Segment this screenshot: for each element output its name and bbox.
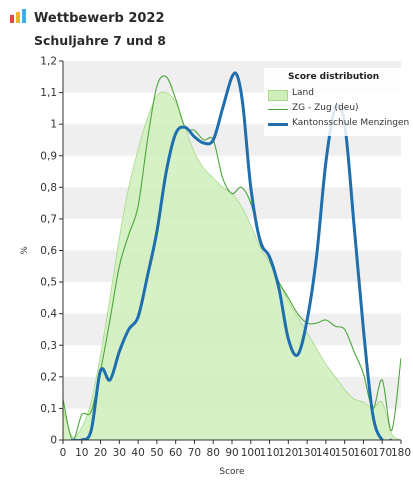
x-tick-label: 90 (225, 447, 238, 459)
legend-item-zug[interactable]: ZG - Zug (deu) (264, 103, 410, 117)
y-tick-label: 0,8 (40, 182, 57, 194)
y-tick-label: 1,2 (40, 56, 57, 68)
chart-legend: Score distribution Land ZG - Zug (deu) K… (264, 68, 410, 136)
y-tick-label: 0,3 (40, 340, 57, 352)
logo-bar (10, 15, 14, 23)
y-tick-label: 0,5 (40, 277, 57, 289)
chart-title: Wettbewerb 2022 (34, 11, 165, 26)
y-tick-label: 0,1 (40, 403, 57, 415)
x-tick-label: 150 (335, 447, 355, 459)
legend-title: Score distribution (288, 72, 380, 82)
x-tick-label: 130 (297, 447, 317, 459)
legend-item-land[interactable]: Land (264, 88, 410, 102)
y-axis-label: % (20, 246, 30, 255)
x-tick-label: 30 (113, 447, 126, 459)
logo-bar (16, 12, 20, 23)
legend-swatch-zug (268, 109, 288, 110)
x-tick-label: 180 (391, 447, 411, 459)
legend-swatch-land (268, 90, 288, 101)
chart-subtitle: Schuljahre 7 und 8 (34, 33, 166, 48)
x-tick-label: 100 (241, 447, 261, 459)
x-tick-label: 50 (150, 447, 163, 459)
y-tick-label: 0,4 (40, 308, 57, 320)
x-tick-label: 70 (188, 447, 201, 459)
chart-header: Wettbewerb 2022 Schuljahre 7 und 8 (8, 6, 408, 48)
logo-bar (22, 9, 26, 23)
x-tick-label: 80 (207, 447, 220, 459)
x-tick-label: 170 (372, 447, 392, 459)
x-tick-label: 110 (260, 447, 280, 459)
legend-label-menzingen: Kantonsschule Menzingen (292, 118, 410, 128)
x-tick-label: 160 (353, 447, 373, 459)
legend-label-land: Land (292, 88, 314, 98)
legend-item-menzingen[interactable]: Kantonsschule Menzingen (264, 118, 410, 132)
y-tick-label: 0,2 (40, 371, 57, 383)
x-tick-label: 10 (75, 447, 88, 459)
x-tick-label: 0 (60, 447, 67, 459)
x-tick-label: 40 (131, 447, 144, 459)
bar-chart-icon (10, 9, 26, 23)
y-tick-label: 1 (50, 119, 57, 131)
x-tick-label: 60 (169, 447, 182, 459)
y-tick-label: 1,1 (40, 87, 57, 99)
y-tick-label: 0,7 (40, 213, 57, 225)
x-tick-label: 20 (94, 447, 107, 459)
y-tick-label: 0 (50, 435, 57, 447)
legend-swatch-menzingen (268, 123, 288, 126)
y-tick-label: 0,6 (40, 245, 57, 257)
x-tick-label: 120 (278, 447, 298, 459)
x-axis-label: Score (219, 467, 245, 477)
x-tick-label: 140 (316, 447, 336, 459)
y-tick-label: 0,9 (40, 150, 57, 162)
series-line-zg-zug-deu (63, 75, 401, 440)
legend-label-zug: ZG - Zug (deu) (292, 103, 359, 113)
